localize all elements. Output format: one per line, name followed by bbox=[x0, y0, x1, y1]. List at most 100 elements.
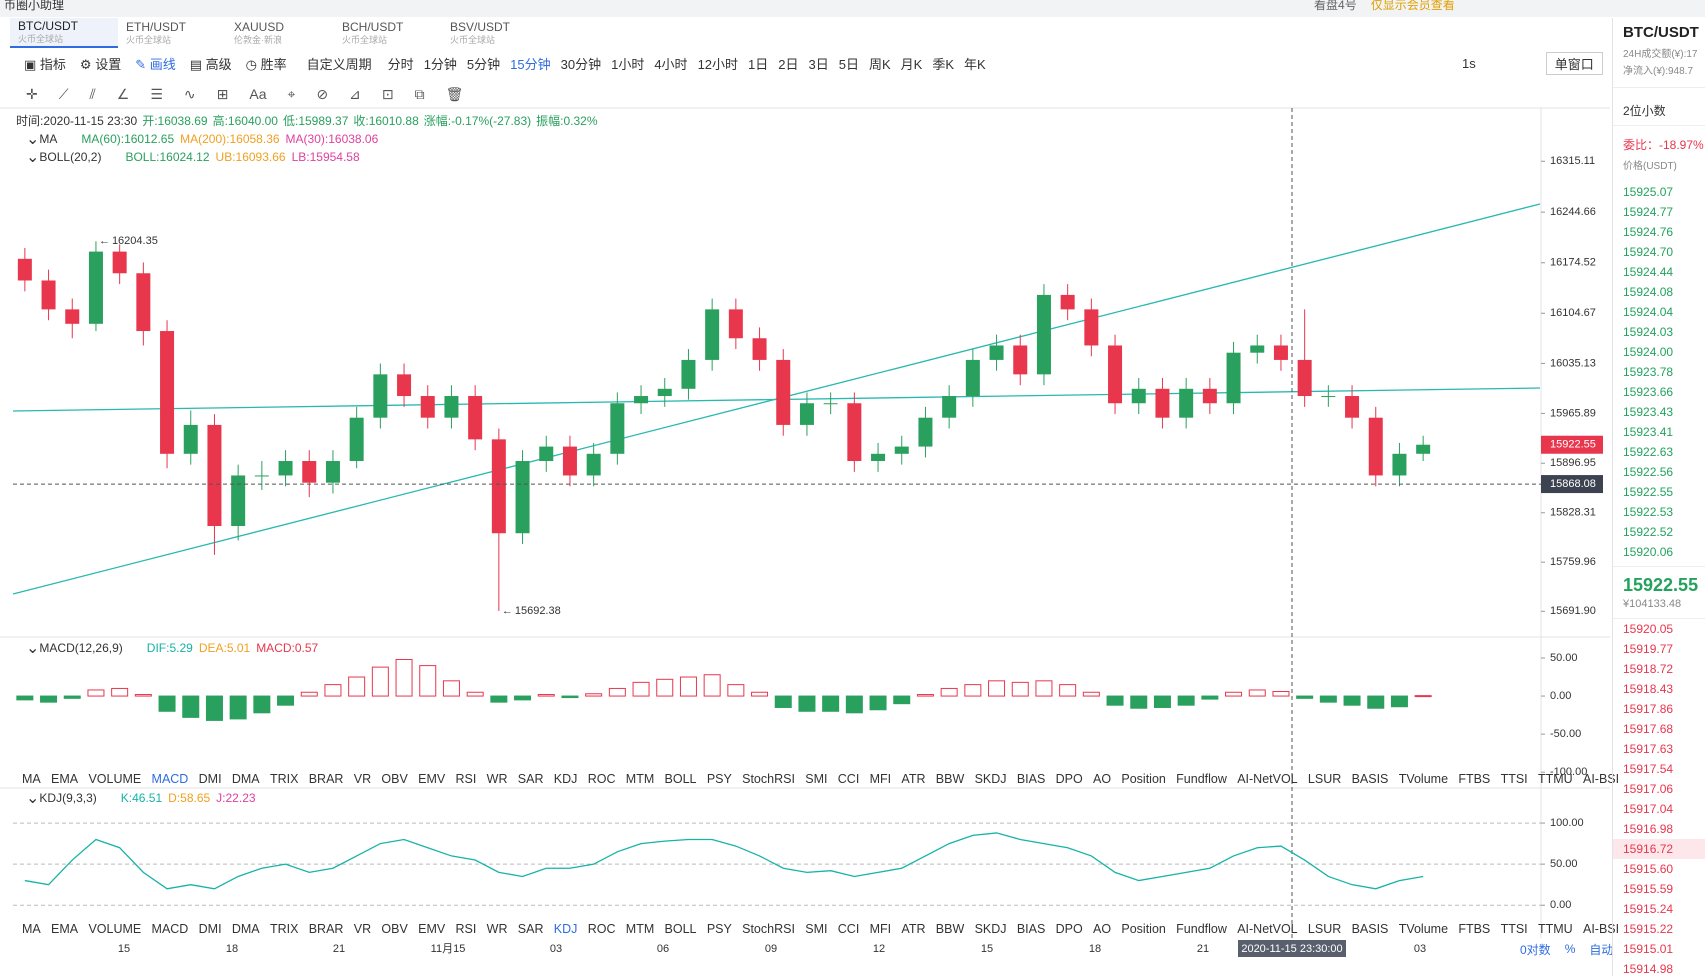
tool-line[interactable]: ⟋ bbox=[58, 85, 69, 102]
indicator-tab[interactable]: MACD bbox=[151, 772, 189, 786]
indicator-tab[interactable]: AI-NetVOL bbox=[1237, 772, 1298, 786]
indicator-tab[interactable]: BOLL bbox=[664, 772, 697, 786]
period-button[interactable]: 周K bbox=[868, 56, 891, 72]
indicator-tab[interactable]: CCI bbox=[837, 772, 860, 786]
indicator-tab[interactable]: OBV bbox=[381, 922, 408, 936]
indicator-tab[interactable]: MTM bbox=[625, 772, 655, 786]
indicator-tab[interactable]: SAR bbox=[517, 772, 544, 786]
indicator-tab[interactable]: ATR bbox=[901, 922, 926, 936]
indicator-tab[interactable]: MA bbox=[22, 772, 41, 786]
indicator-tab[interactable]: TVolume bbox=[1398, 772, 1449, 786]
axis-control[interactable]: 0对数 bbox=[1520, 942, 1551, 957]
indicator-tab[interactable]: Position bbox=[1121, 922, 1166, 936]
indicator-tab[interactable]: SKDJ bbox=[974, 772, 1007, 786]
tool-button[interactable]: ▤ 高级 bbox=[189, 56, 232, 72]
period-button[interactable]: 季K bbox=[932, 56, 954, 72]
indicator-tab[interactable]: StochRSI bbox=[742, 772, 795, 786]
indicator-tab[interactable]: PSY bbox=[706, 772, 732, 786]
tool-delete[interactable]: 🗑 bbox=[445, 85, 464, 102]
tool-button[interactable]: ▣ 指标 bbox=[24, 56, 66, 72]
indicator-tab[interactable]: KDJ bbox=[553, 772, 578, 786]
period-button[interactable]: 年K bbox=[963, 56, 986, 72]
indicator-tab[interactable]: BOLL bbox=[664, 922, 697, 936]
symbol-tab[interactable]: BTC/USDT 火币全球站 bbox=[10, 18, 118, 48]
period-button[interactable]: 3日 bbox=[808, 56, 829, 72]
period-button[interactable]: 1日 bbox=[748, 56, 769, 72]
indicator-tab[interactable]: Fundflow bbox=[1176, 772, 1227, 786]
period-button[interactable]: 15分钟 bbox=[510, 56, 551, 72]
indicator-tab[interactable]: PSY bbox=[706, 922, 732, 936]
period-button[interactable]: 5日 bbox=[838, 56, 859, 72]
indicator-tab[interactable]: RSI bbox=[455, 772, 477, 786]
indicator-tab[interactable]: FTBS bbox=[1458, 922, 1491, 936]
indicator-tab[interactable]: OBV bbox=[381, 772, 408, 786]
period-button[interactable]: 12小时 bbox=[697, 56, 739, 72]
tool-wave[interactable]: ∿ bbox=[183, 85, 196, 102]
indicator-tab[interactable]: StochRSI bbox=[742, 922, 795, 936]
indicator-tab[interactable]: BIAS bbox=[1016, 922, 1046, 936]
tool-grid[interactable]: ⊞ bbox=[216, 85, 229, 102]
tool-angle[interactable]: ∠ bbox=[116, 85, 130, 102]
indicator-tab[interactable]: EMV bbox=[418, 772, 446, 786]
tool-eye[interactable]: ⊘ bbox=[316, 85, 329, 102]
indicator-tab[interactable]: MA bbox=[22, 922, 41, 936]
symbol-tab[interactable]: BSV/USDT 火币全球站 bbox=[442, 19, 550, 47]
indicator-tab[interactable]: DMI bbox=[198, 772, 222, 786]
indicator-tab[interactable]: TTSI bbox=[1500, 922, 1528, 936]
period-button[interactable]: 分时 bbox=[387, 56, 414, 72]
ob-decimals[interactable]: 2位小数 bbox=[1613, 87, 1705, 125]
tool-cross[interactable]: ✛ bbox=[26, 85, 38, 102]
tool-lock[interactable]: ⊡ bbox=[381, 85, 394, 102]
indicator-tab[interactable]: DMA bbox=[231, 772, 260, 786]
indicator-tab[interactable]: CCI bbox=[837, 922, 860, 936]
indicator-tab[interactable]: TTMU bbox=[1537, 922, 1573, 936]
indicator-tab[interactable]: MFI bbox=[869, 922, 892, 936]
indicator-tab[interactable]: VR bbox=[353, 772, 372, 786]
tool-magnet[interactable]: ⌖ bbox=[287, 85, 296, 102]
indicator-tab[interactable]: MTM bbox=[625, 922, 655, 936]
indicator-tab[interactable]: AI-BSI bbox=[1582, 922, 1620, 936]
symbol-tab[interactable]: XAUUSD 伦敦金·新浪 bbox=[226, 19, 334, 47]
symbol-tab[interactable]: ETH/USDT 火币全球站 bbox=[118, 19, 226, 47]
tool-fib[interactable]: ☰ bbox=[150, 85, 163, 102]
indicator-tab[interactable]: DMA bbox=[231, 922, 260, 936]
period-button[interactable]: 2日 bbox=[778, 56, 799, 72]
indicator-tab[interactable]: RSI bbox=[455, 922, 477, 936]
period-button[interactable]: 4小时 bbox=[654, 56, 688, 72]
indicator-tab[interactable]: KDJ bbox=[553, 922, 578, 936]
indicator-tab[interactable]: EMA bbox=[51, 772, 79, 786]
tool-copy[interactable]: ⧉ bbox=[414, 85, 425, 102]
symbol-tab[interactable]: BCH/USDT 火币全球站 bbox=[334, 19, 442, 47]
indicator-tab[interactable]: DPO bbox=[1055, 922, 1083, 936]
indicator-tab[interactable]: DMI bbox=[198, 922, 222, 936]
indicator-tab[interactable]: SMI bbox=[805, 772, 828, 786]
period-button[interactable]: 1分钟 bbox=[423, 56, 457, 72]
indicator-tab[interactable]: LSUR bbox=[1307, 772, 1342, 786]
indicator-tab[interactable]: AI-BSI bbox=[1582, 772, 1620, 786]
indicator-tab[interactable]: BASIS bbox=[1351, 922, 1389, 936]
indicator-tab[interactable]: SAR bbox=[517, 922, 544, 936]
indicator-tab[interactable]: AI-NetVOL bbox=[1237, 922, 1298, 936]
indicator-tab[interactable]: BRAR bbox=[308, 772, 344, 786]
indicator-tab[interactable]: ATR bbox=[901, 772, 926, 786]
indicator-tab[interactable]: VR bbox=[353, 922, 372, 936]
indicator-tab[interactable]: FTBS bbox=[1458, 772, 1491, 786]
indicator-tab[interactable]: BASIS bbox=[1351, 772, 1389, 786]
indicator-tab[interactable]: AO bbox=[1093, 772, 1112, 786]
indicator-tab[interactable]: TTMU bbox=[1537, 772, 1573, 786]
indicator-tab[interactable]: DPO bbox=[1055, 772, 1083, 786]
tool-button[interactable]: ✎ 画线 bbox=[135, 56, 176, 72]
indicator-tab[interactable]: LSUR bbox=[1307, 922, 1342, 936]
indicator-tab[interactable]: VOLUME bbox=[88, 772, 142, 786]
indicator-tab[interactable]: Position bbox=[1121, 772, 1166, 786]
indicator-tab[interactable]: WR bbox=[486, 922, 508, 936]
tool-channel[interactable]: ⫽ bbox=[89, 85, 96, 102]
period-button[interactable]: 月K bbox=[900, 56, 923, 72]
indicator-tab[interactable]: EMV bbox=[418, 922, 446, 936]
window-select[interactable]: 单窗口 bbox=[1545, 51, 1603, 75]
period-button[interactable]: 5分钟 bbox=[466, 56, 501, 72]
tool-button[interactable]: ⚙ 设置 bbox=[79, 56, 122, 72]
custom-period[interactable]: 自定义周期 bbox=[306, 56, 372, 72]
tool-button[interactable]: ◷ 胜率 bbox=[245, 56, 287, 72]
tool-ruler[interactable]: ⊿ bbox=[349, 85, 361, 102]
